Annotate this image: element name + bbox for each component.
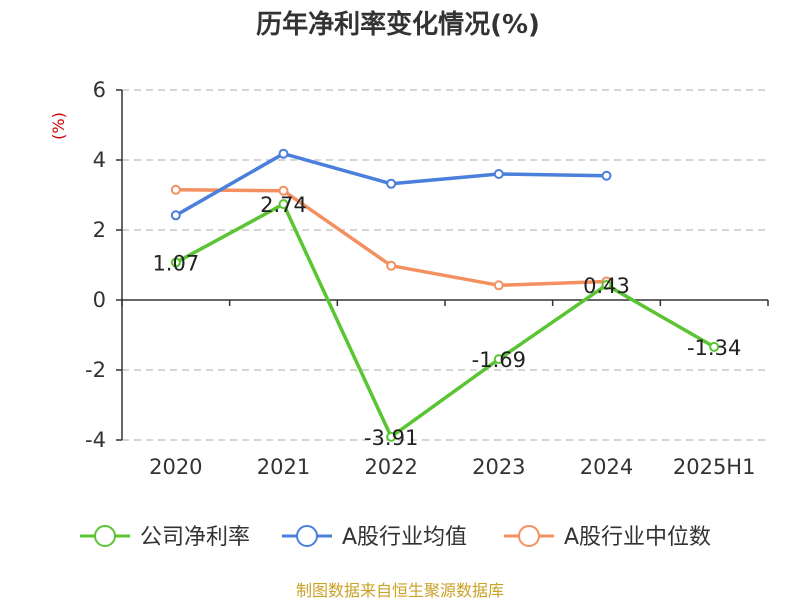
data-label: 0.43 bbox=[583, 274, 630, 298]
data-point bbox=[386, 260, 397, 271]
data-point bbox=[601, 170, 612, 181]
legend-marker bbox=[296, 525, 318, 547]
series-lines bbox=[170, 148, 720, 442]
data-point bbox=[386, 431, 397, 442]
series-line-2 bbox=[175, 188, 607, 288]
legend-marker bbox=[518, 525, 540, 547]
source-note: 制图数据来自恒生聚源数据库 bbox=[296, 581, 504, 600]
y-tick-label: 2 bbox=[93, 218, 106, 242]
data-point bbox=[170, 210, 181, 221]
series-line-0 bbox=[174, 202, 716, 439]
gridlines bbox=[122, 89, 768, 441]
y-tick-label: 6 bbox=[93, 78, 106, 102]
legend-label: A股行业中位数 bbox=[564, 525, 711, 550]
data-point bbox=[493, 169, 504, 179]
y-tick-label: -2 bbox=[85, 358, 106, 382]
x-tick-label: 2023 bbox=[472, 455, 525, 479]
x-tick-label: 2025H1 bbox=[673, 455, 756, 479]
data-label: 1.07 bbox=[152, 252, 199, 276]
y-axis-unit-label: (%) bbox=[49, 112, 68, 140]
data-point bbox=[493, 354, 504, 365]
data-point bbox=[278, 199, 289, 210]
data-point bbox=[278, 148, 289, 159]
y-tick-label: 4 bbox=[93, 148, 106, 172]
x-tick-label: 2022 bbox=[364, 455, 417, 479]
data-point bbox=[709, 341, 720, 352]
data-point bbox=[278, 185, 289, 196]
chart-title: 历年净利率变化情况(%) bbox=[256, 9, 540, 40]
data-label: -1.69 bbox=[472, 348, 526, 372]
legend: 公司净利率 A股行业均值 A股行业中位数 bbox=[80, 525, 711, 550]
legend-marker bbox=[94, 525, 116, 547]
data-point bbox=[170, 184, 181, 195]
data-point bbox=[493, 280, 504, 291]
data-point bbox=[170, 257, 181, 268]
data-point bbox=[601, 279, 612, 290]
data-label: -1.34 bbox=[687, 336, 741, 360]
y-tick-label: -4 bbox=[85, 428, 106, 452]
data-label: -3.91 bbox=[364, 426, 418, 450]
data-point bbox=[386, 178, 397, 189]
legend-label: 公司净利率 bbox=[140, 525, 250, 550]
data-labels: 1.07 2.74 -3.91 -1.69 0.43 -1.34 bbox=[152, 193, 741, 450]
legend-label: A股行业均值 bbox=[342, 525, 467, 550]
y-tick-label: 0 bbox=[93, 288, 106, 312]
x-tick-label: 2020 bbox=[149, 455, 202, 479]
axes: 6 4 2 0 -2 -4 2020 2021 2022 2023 2024 2025H1 bbox=[85, 78, 769, 479]
x-tick-label: 2024 bbox=[580, 455, 633, 479]
data-label: 2.74 bbox=[260, 193, 307, 217]
x-tick-label: 2021 bbox=[257, 455, 310, 479]
